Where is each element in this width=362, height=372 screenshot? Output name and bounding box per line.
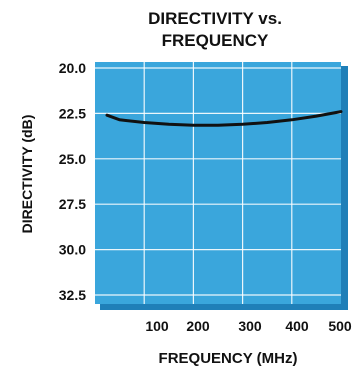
y-tick-label: 32.5 <box>59 287 86 303</box>
x-tick-label: 300 <box>238 318 262 334</box>
y-tick-label: 20.0 <box>59 60 86 76</box>
x-tick-label: 500 <box>328 318 352 334</box>
x-axis-label: FREQUENCY (MHz) <box>159 350 298 367</box>
grid-lines <box>95 62 341 304</box>
y-tick-label: 27.5 <box>59 196 86 212</box>
directivity-line <box>105 110 343 127</box>
y-tick-label: 22.5 <box>59 105 86 121</box>
x-tick-labels: 100 200 300 400 500 <box>145 318 352 334</box>
y-axis-label: DIRECTIVITY (dB) <box>19 115 35 234</box>
y-tick-label: 30.0 <box>59 242 86 258</box>
x-tick-label: 100 <box>145 318 169 334</box>
chart-subtitle: FREQUENCY <box>162 31 269 50</box>
y-tick-label: 25.0 <box>59 151 86 167</box>
x-tick-label: 200 <box>186 318 210 334</box>
plot-area <box>95 62 341 304</box>
x-tick-label: 400 <box>285 318 309 334</box>
chart-title: DIRECTIVITY vs. <box>148 9 282 28</box>
y-tick-labels: 20.0 22.5 25.0 27.5 30.0 32.5 <box>59 60 86 303</box>
